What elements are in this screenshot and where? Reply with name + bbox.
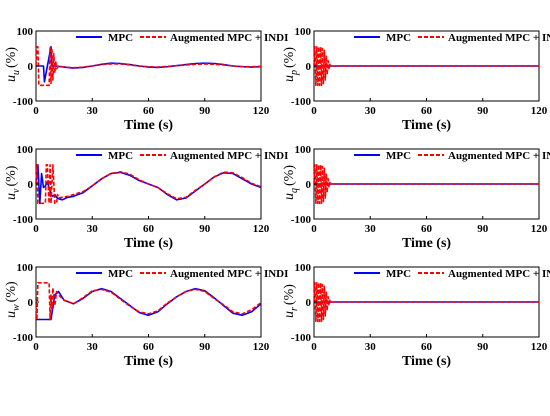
x-axis-label: Time (s) [402,118,451,133]
x-tick-label: 60 [421,105,433,117]
y-tick-label: -100 [291,214,312,226]
x-tick-label: 30 [365,223,377,235]
y-axis-label: up(%) [282,47,300,82]
x-tick-label: 90 [477,341,489,353]
x-tick-label: 120 [253,223,270,235]
legend-label-augmented: Augmented MPC + INDI [170,150,288,162]
x-tick-label: 30 [365,105,377,117]
series-line-augmented [313,281,539,323]
x-axis-label: Time (s) [402,354,451,369]
y-tick-label: 100 [17,144,34,156]
y-tick-label: 0 [28,61,34,73]
x-tick-label: 120 [253,341,270,353]
y-axis-label: uw(%) [4,281,22,318]
x-tick-label: 60 [143,223,155,235]
legend-label-augmented: Augmented MPC + INDI [170,32,288,44]
series-line-mpc [36,45,262,83]
legend-label-mpc: MPC [108,32,133,44]
x-tick-label: 30 [87,105,99,117]
x-axis-label: Time (s) [402,236,451,251]
x-tick-label: 0 [33,223,39,235]
x-tick-label: 120 [531,341,548,353]
x-tick-label: 0 [33,341,39,353]
series-line-augmented [35,45,262,87]
legend-label-augmented: Augmented MPC + INDI [448,32,550,44]
x-tick-label: 60 [143,105,155,117]
x-tick-label: 90 [199,341,211,353]
x-tick-label: 90 [477,105,489,117]
x-tick-label: 0 [311,105,317,117]
y-tick-label: 100 [17,26,34,38]
x-tick-label: 0 [33,105,39,117]
x-tick-label: 30 [365,341,377,353]
y-tick-label: -100 [291,96,312,108]
x-tick-label: 60 [421,341,433,353]
y-tick-label: 100 [295,262,312,274]
y-tick-label: 100 [17,262,34,274]
legend-label-mpc: MPC [386,268,411,280]
y-tick-label: 100 [295,144,312,156]
x-tick-label: 120 [253,105,270,117]
series-line-augmented [35,281,262,321]
x-tick-label: 0 [311,223,317,235]
y-axis-label: uu(%) [4,47,22,82]
y-tick-label: 0 [306,297,312,309]
y-tick-label: 100 [295,26,312,38]
y-tick-label: -100 [291,332,312,344]
series-line-augmented [35,164,262,205]
x-tick-label: 60 [421,223,433,235]
y-tick-label: 0 [28,297,34,309]
x-axis-label: Time (s) [124,354,173,369]
y-tick-label: 0 [306,61,312,73]
legend-label-mpc: MPC [108,268,133,280]
legend-label-mpc: MPC [108,150,133,162]
series-line-augmented [313,164,539,205]
y-tick-label: -100 [13,96,34,108]
y-tick-label: -100 [13,214,34,226]
legend-label-augmented: Augmented MPC + INDI [170,268,288,280]
legend-label-mpc: MPC [386,32,411,44]
series-line-augmented [313,45,539,87]
legend-label-mpc: MPC [386,150,411,162]
legend-label-augmented: Augmented MPC + INDI [448,268,550,280]
y-tick-label: 0 [306,179,312,191]
y-axis-label: uv(%) [4,165,22,200]
y-axis-label: uq(%) [282,165,300,200]
series-line-mpc [36,287,262,321]
x-axis-label: Time (s) [124,118,173,133]
x-axis-label: Time (s) [124,236,173,251]
x-tick-label: 120 [531,223,548,235]
x-tick-label: 90 [199,223,211,235]
x-tick-label: 120 [531,105,548,117]
x-tick-label: 30 [87,341,99,353]
x-tick-label: 0 [311,341,317,353]
x-tick-label: 90 [199,105,211,117]
y-tick-label: 0 [28,179,34,191]
x-tick-label: 60 [143,341,155,353]
x-tick-label: 30 [87,223,99,235]
y-tick-label: -100 [13,332,34,344]
y-axis-label: ur(%) [282,284,300,318]
legend-label-augmented: Augmented MPC + INDI [448,150,550,162]
x-tick-label: 90 [477,223,489,235]
